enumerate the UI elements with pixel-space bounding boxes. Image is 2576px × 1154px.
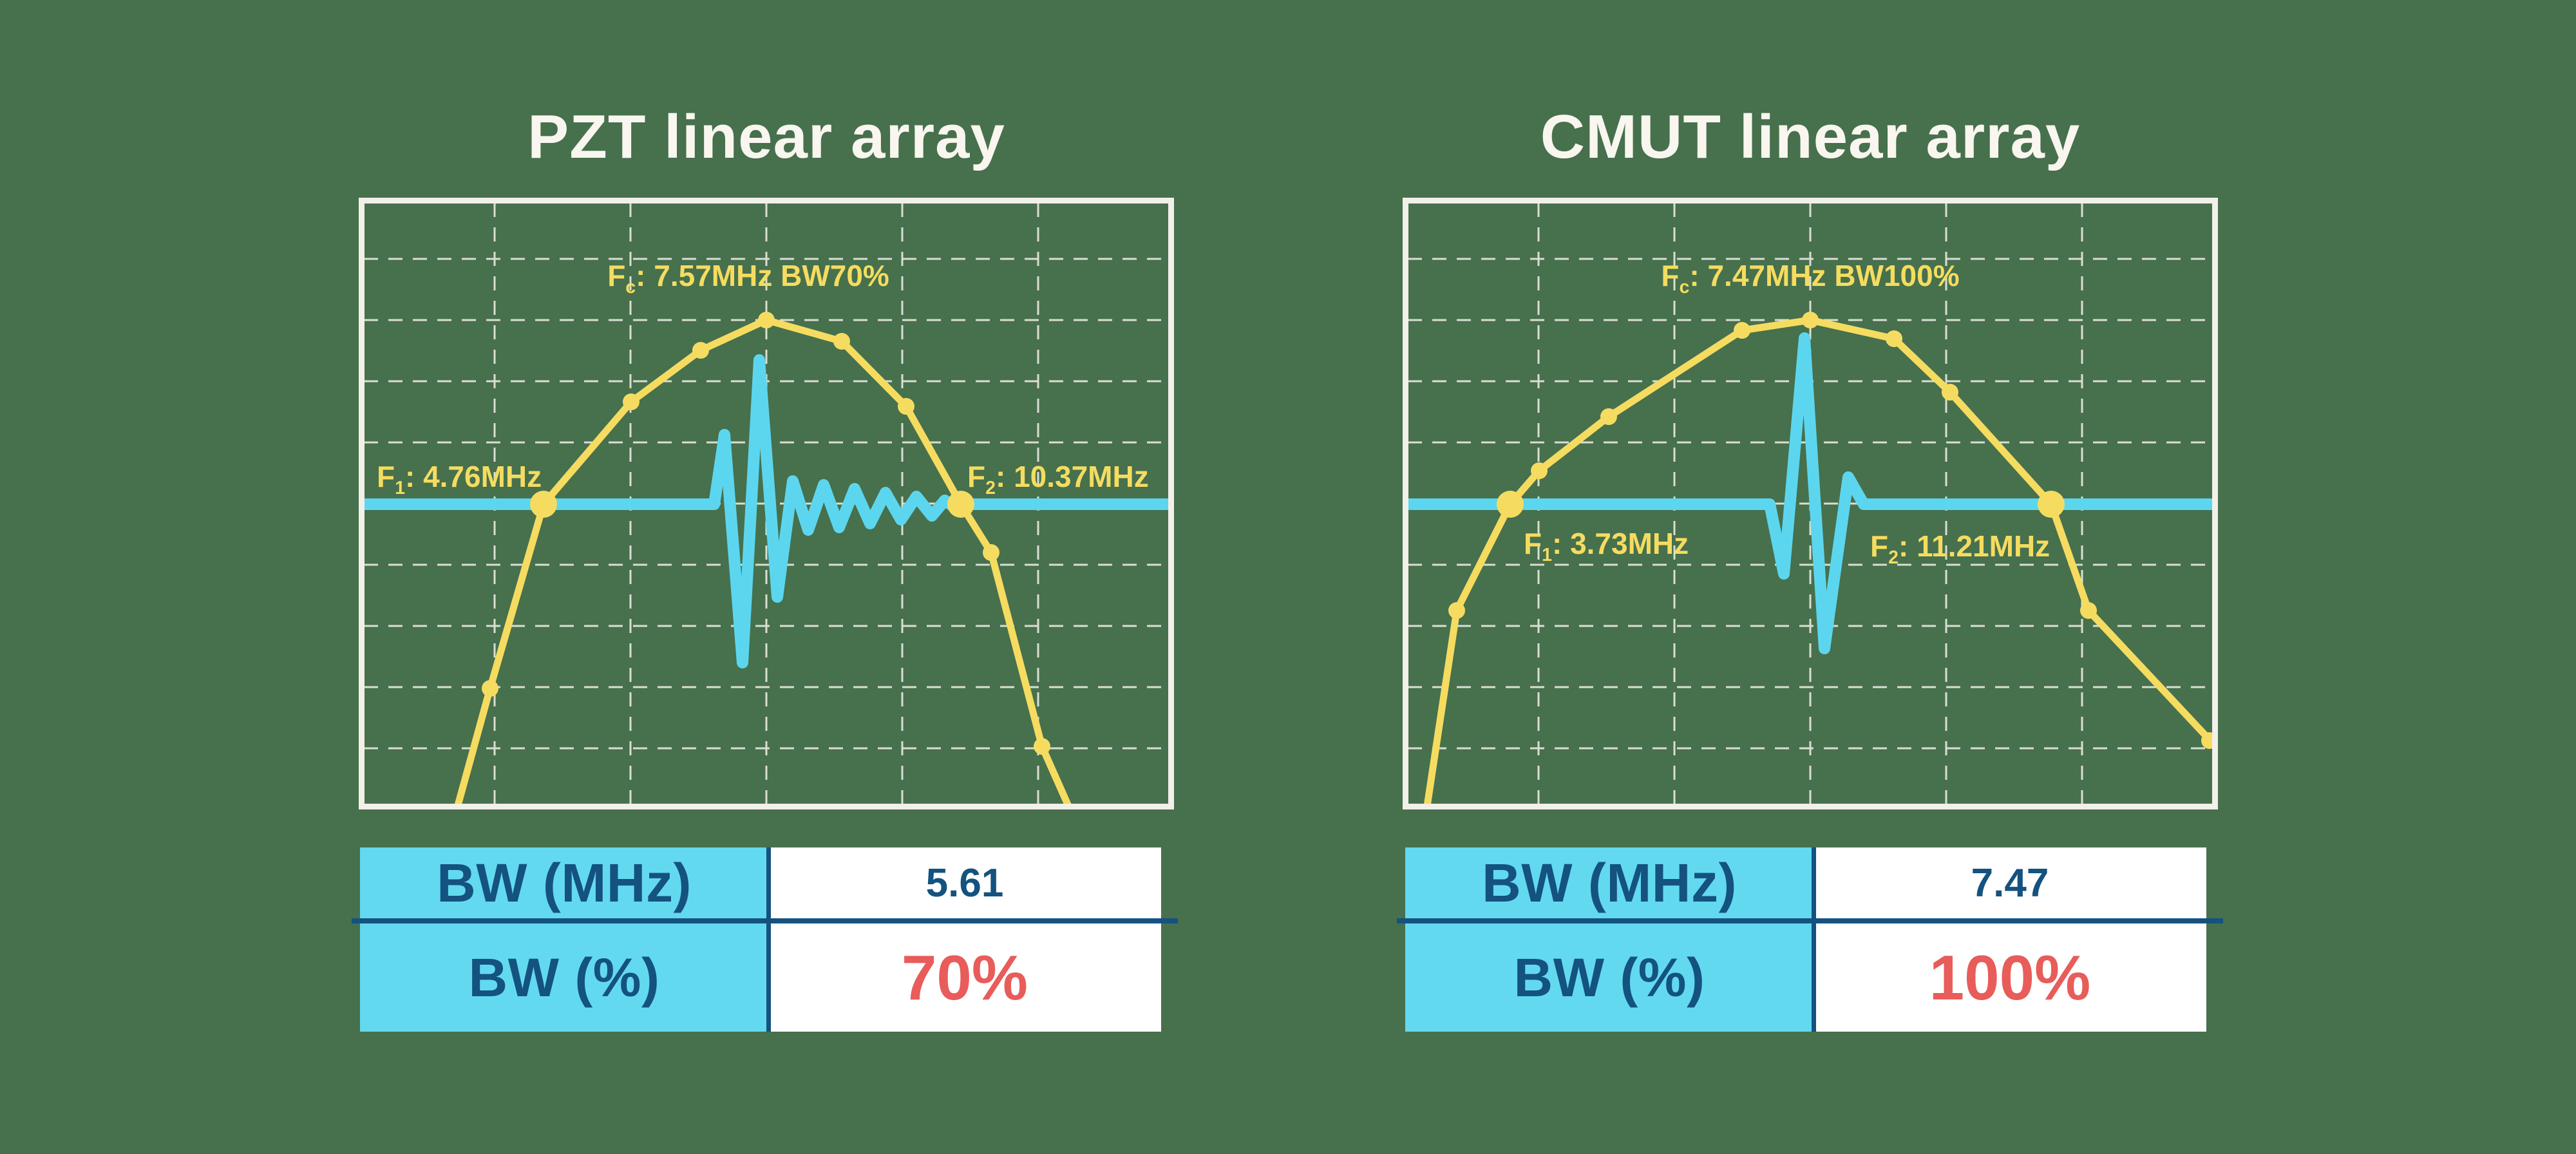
- spectrum-data-point: [623, 393, 639, 410]
- spectrum-data-point: [1886, 330, 1902, 347]
- cmut-f2-label: F2: 11.21MHz: [1870, 531, 2050, 567]
- bw-percent-header-text: BW (%): [1513, 947, 1705, 1008]
- f2-label-value: : 10.37MHz: [995, 460, 1149, 493]
- bw-percent-header-text: BW (%): [468, 947, 660, 1008]
- f1-label-value: : 3.73MHz: [1551, 527, 1689, 560]
- spectrum-data-point: [1802, 312, 1819, 328]
- cmut-center-frequency-label: Fc: 7.47MHz BW100%: [1661, 261, 1959, 296]
- cmut-panel-title: CMUT linear array: [1540, 102, 2081, 171]
- table-row-divider: [1397, 918, 2223, 923]
- spectrum-data-point: [1448, 602, 1465, 619]
- cmut-spectrum-chart: Fc: 7.47MHz BW100% F1: 3.73MHz F2: 11.21…: [1403, 198, 2218, 809]
- bw-mhz-header-cell: BW (MHz): [1405, 847, 1814, 918]
- spectrum-data-point: [1034, 738, 1050, 755]
- bandwidth-crossing-point: [947, 491, 974, 518]
- pzt-spectrum-chart: Fc: 7.57MHz BW70% F1: 4.76MHz F2: 10.37M…: [359, 198, 1174, 809]
- bw-mhz-value-text: 7.47: [1971, 860, 2049, 905]
- bandwidth-crossing-point: [530, 491, 557, 518]
- bandwidth-crossing-point: [1497, 491, 1524, 518]
- f1-label-base: F: [377, 460, 395, 493]
- pzt-f2-label: F2: 10.37MHz: [967, 462, 1149, 497]
- bw-mhz-header-text: BW (MHz): [437, 852, 692, 913]
- spectrum-data-point: [983, 544, 999, 561]
- spectrum-data-point: [1600, 408, 1617, 425]
- bw-mhz-value-cell: 7.47: [1814, 847, 2206, 918]
- spectrum-data-point: [1942, 384, 1958, 401]
- pulse-echo-waveform-line: [1408, 332, 2213, 654]
- f1-label-value: : 4.76MHz: [404, 460, 542, 493]
- chart-border: [1403, 198, 2218, 809]
- fc-label-sub: c: [1679, 276, 1690, 298]
- pzt-center-frequency-label: Fc: 7.57MHz BW70%: [607, 261, 889, 296]
- chart-border: [359, 198, 1174, 809]
- table-column-divider: [766, 847, 771, 1032]
- grid-lines: [1408, 203, 2213, 804]
- cmut-f1-label: F1: 3.73MHz: [1524, 529, 1689, 564]
- f2-label-base: F: [967, 460, 986, 493]
- table-row: BW (MHz) 7.47: [1405, 847, 2206, 918]
- f2-label-value: : 11.21MHz: [1898, 529, 2050, 563]
- spectrum-data-point: [482, 680, 498, 697]
- bw-percent-value-text: 100%: [1929, 941, 2091, 1013]
- table-row-divider: [352, 918, 1178, 923]
- frequency-spectrum-line: [454, 316, 1072, 804]
- spectrum-data-point: [1531, 462, 1548, 479]
- pzt-bw-table: BW (MHz) 5.61 BW (%) 70%: [352, 847, 1178, 1032]
- frequency-spectrum-line: [1423, 316, 2213, 804]
- spectrum-data-point: [1734, 322, 1750, 339]
- bw-percent-header-cell: BW (%): [360, 923, 768, 1032]
- f2-label-sub: 2: [1888, 547, 1899, 568]
- spectrum-data-point: [2080, 602, 2097, 619]
- spectrum-data-point: [898, 398, 914, 415]
- bw-mhz-value-text: 5.61: [925, 860, 1004, 905]
- table-row: BW (%) 70%: [360, 923, 1161, 1032]
- table-row: BW (MHz) 5.61: [360, 847, 1161, 918]
- pulse-echo-waveform-line: [364, 354, 1169, 668]
- f1-label-base: F: [1524, 527, 1542, 560]
- bw-percent-value-text: 70%: [901, 941, 1028, 1013]
- bw-mhz-header-text: BW (MHz): [1482, 852, 1737, 913]
- pzt-f1-label: F1: 4.76MHz: [377, 462, 542, 497]
- cmut-chart-svg: [1403, 198, 2218, 809]
- bw-mhz-value-cell: 5.61: [768, 847, 1161, 918]
- table-column-divider: [1812, 847, 1816, 1032]
- spectrum-data-point: [833, 333, 850, 350]
- fc-label-value: : 7.47MHz BW100%: [1689, 259, 1960, 292]
- f1-label-sub: 1: [395, 477, 405, 498]
- spectrum-data-point: [2201, 732, 2213, 749]
- fc-label-base: F: [1661, 259, 1680, 292]
- f2-label-base: F: [1870, 529, 1889, 563]
- f2-label-sub: 2: [985, 477, 996, 498]
- spectrum-data-point: [692, 342, 709, 359]
- fc-label-value: : 7.57MHz BW70%: [636, 259, 889, 292]
- bw-percent-value-cell: 100%: [1814, 923, 2206, 1032]
- pzt-chart-svg: [359, 198, 1174, 809]
- fc-label-base: F: [607, 259, 626, 292]
- bw-mhz-header-cell: BW (MHz): [360, 847, 768, 918]
- bw-percent-value-cell: 70%: [768, 923, 1161, 1032]
- bw-percent-header-cell: BW (%): [1405, 923, 1814, 1032]
- spectrum-data-point: [758, 312, 775, 328]
- table-row: BW (%) 100%: [1405, 923, 2206, 1032]
- f1-label-sub: 1: [1542, 544, 1552, 565]
- pzt-panel-title: PZT linear array: [527, 102, 1005, 171]
- bandwidth-crossing-point: [2038, 491, 2065, 518]
- fc-label-sub: c: [625, 276, 636, 298]
- cmut-bw-table: BW (MHz) 7.47 BW (%) 100%: [1397, 847, 2223, 1032]
